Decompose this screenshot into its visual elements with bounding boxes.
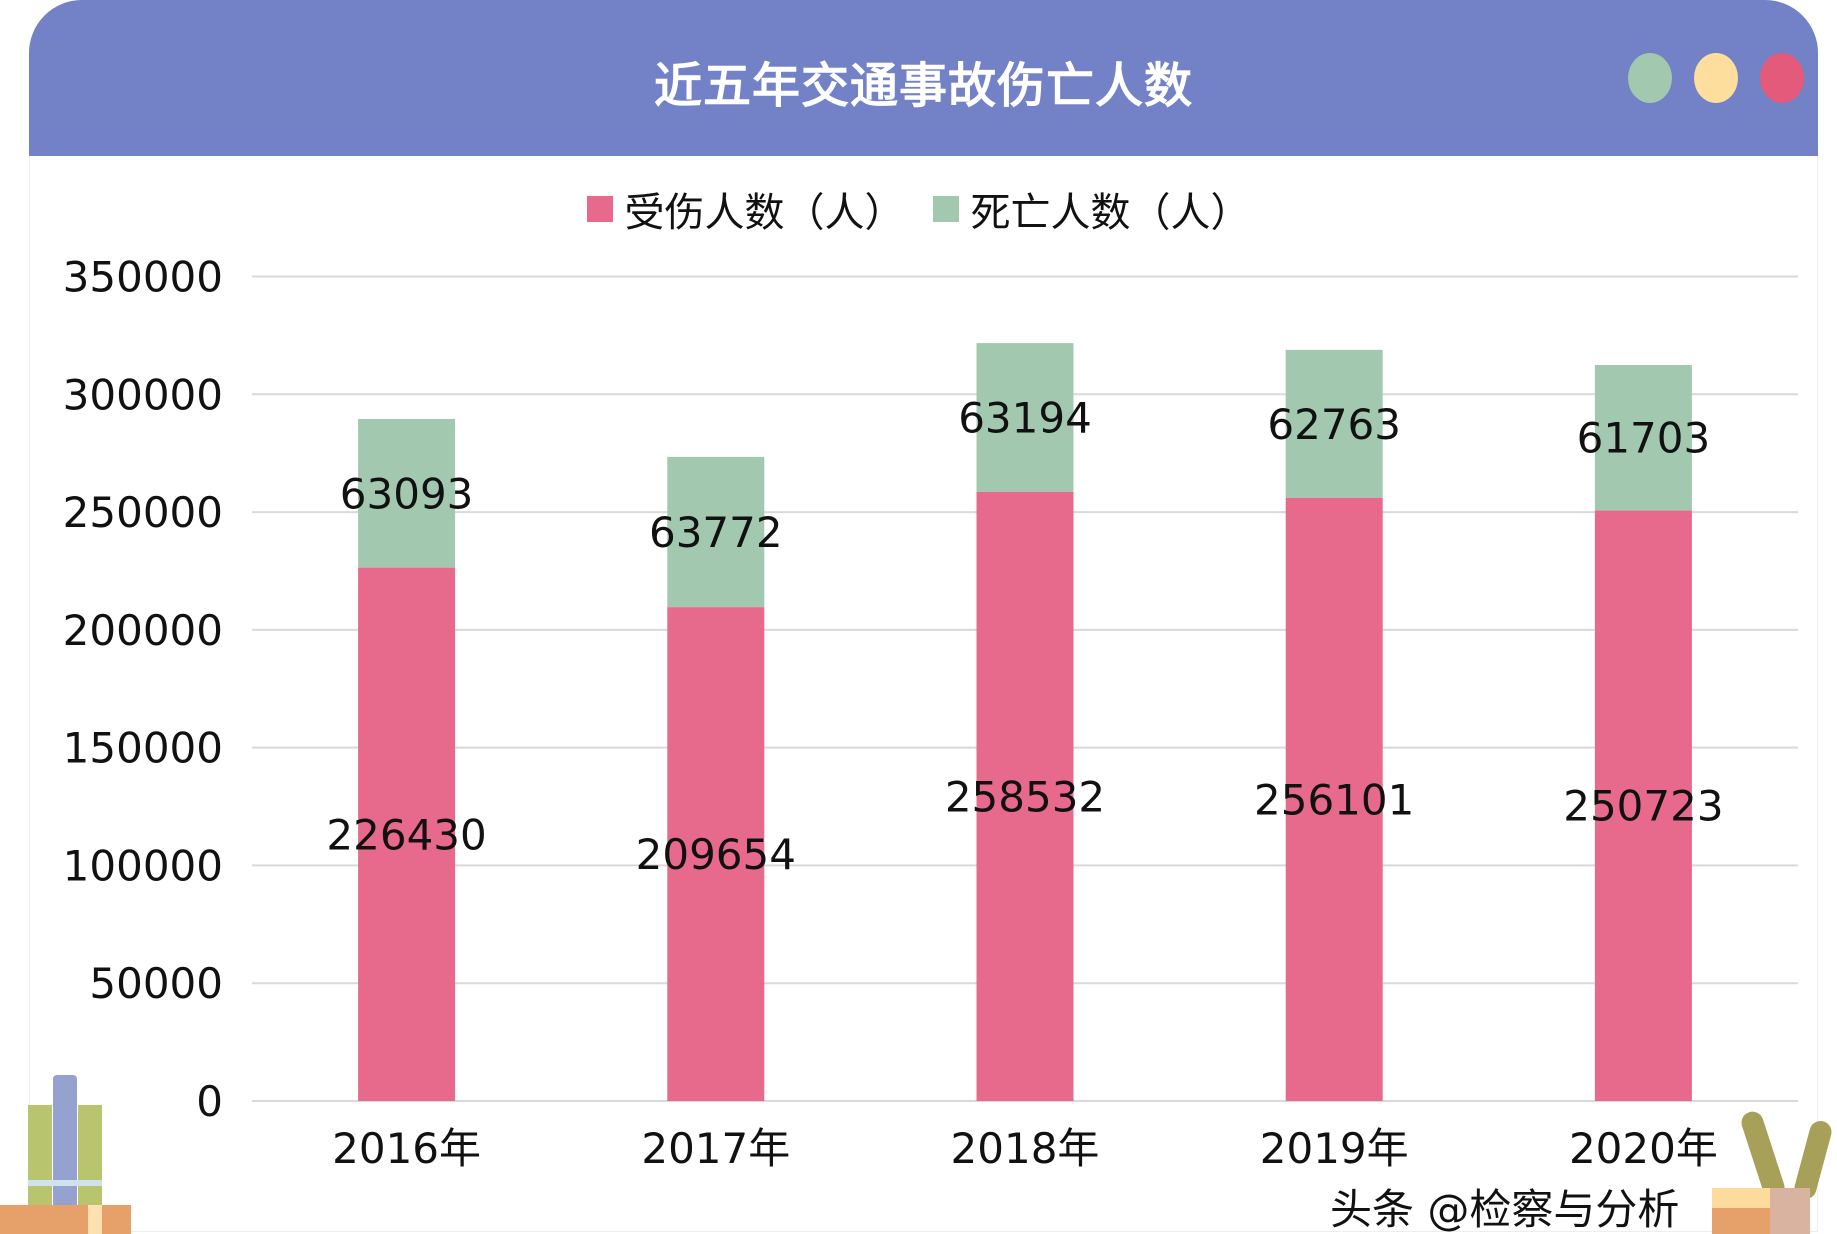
books-illustration xyxy=(0,1075,131,1234)
data-label: 250723 xyxy=(1563,782,1723,831)
chart-card xyxy=(29,0,1818,1232)
legend-item-deaths: 死亡人数（人） xyxy=(932,180,1251,238)
bar-deaths xyxy=(1285,349,1383,498)
y-tick-label: 200000 xyxy=(63,606,223,655)
bar-injured xyxy=(358,567,456,1101)
data-label: 256101 xyxy=(1254,775,1414,824)
bar-injured xyxy=(1285,497,1383,1101)
data-label: 63093 xyxy=(340,469,474,518)
legend-item-injured: 受伤人数（人） xyxy=(586,180,905,238)
legend-label-injured: 受伤人数（人） xyxy=(624,190,905,236)
y-tick-label: 250000 xyxy=(63,488,223,537)
data-label: 63772 xyxy=(649,508,783,557)
data-label: 226430 xyxy=(326,810,486,859)
y-tick-label: 300000 xyxy=(63,370,223,419)
bar-injured xyxy=(1594,510,1692,1101)
legend-swatch-injured xyxy=(586,196,613,222)
red-dot-icon xyxy=(1760,53,1804,103)
bar-injured xyxy=(667,607,765,1101)
chart-header: 近五年交通事故伤亡人数 xyxy=(29,0,1818,156)
x-tick-label: 2016年 xyxy=(332,1124,481,1173)
data-label: 209654 xyxy=(636,830,796,879)
legend-swatch-deaths xyxy=(932,196,959,222)
legend: 受伤人数（人） 死亡人数（人） xyxy=(0,180,1837,238)
bar-deaths xyxy=(1594,365,1692,511)
bar-deaths xyxy=(358,418,456,568)
plant-illustration xyxy=(1712,1100,1837,1234)
bar-injured xyxy=(976,491,1074,1101)
x-tick-label: 2019年 xyxy=(1260,1124,1409,1173)
data-label: 63194 xyxy=(958,394,1092,443)
y-tick-label: 50000 xyxy=(89,959,223,1008)
chart-title: 近五年交通事故伤亡人数 xyxy=(653,58,1193,114)
x-tick-label: 2020年 xyxy=(1569,1124,1718,1173)
bar-deaths xyxy=(667,456,765,608)
y-tick-label: 350000 xyxy=(63,253,223,302)
yellow-dot-icon xyxy=(1694,53,1738,103)
bar-deaths xyxy=(976,343,1074,492)
data-label: 61703 xyxy=(1577,414,1711,463)
data-label: 258532 xyxy=(945,772,1105,821)
x-tick-label: 2018年 xyxy=(951,1124,1100,1173)
legend-label-deaths: 死亡人数（人） xyxy=(970,190,1251,236)
x-tick-label: 2017年 xyxy=(641,1124,790,1173)
data-label: 62763 xyxy=(1267,400,1401,449)
green-dot-icon xyxy=(1628,53,1672,103)
y-tick-label: 0 xyxy=(196,1077,223,1126)
watermark: 头条 @检察与分析 xyxy=(1330,1185,1680,1234)
y-tick-label: 150000 xyxy=(63,724,223,773)
y-tick-label: 100000 xyxy=(63,841,223,890)
